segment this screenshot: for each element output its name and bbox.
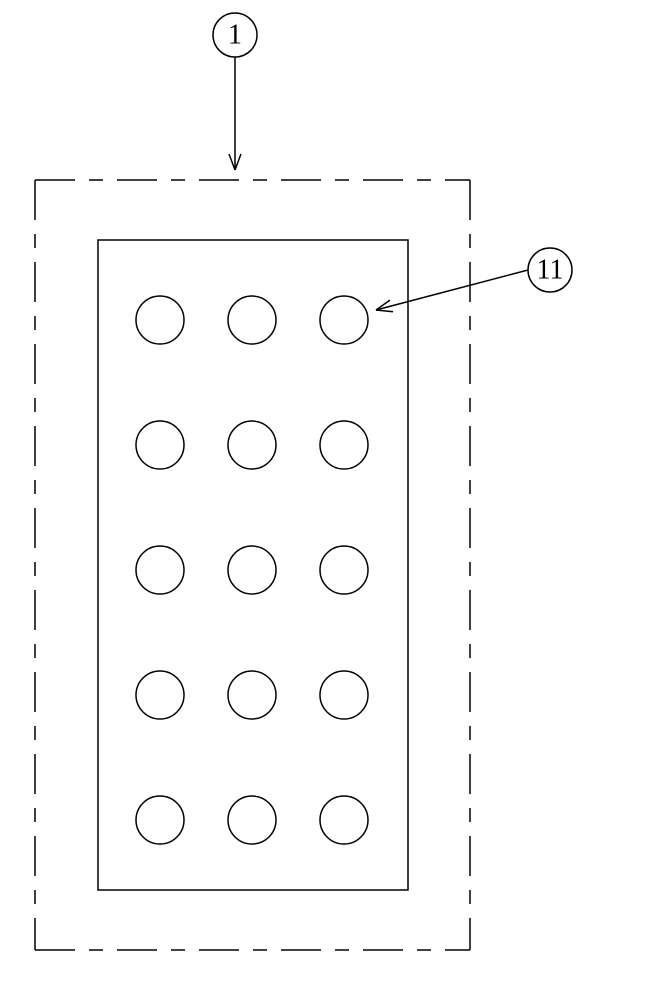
label-11-text: 11 <box>537 255 564 286</box>
hole-r0-c1 <box>228 296 276 344</box>
hole-r2-c1 <box>228 546 276 594</box>
hole-r1-c0 <box>136 421 184 469</box>
hole-r0-c2 <box>320 296 368 344</box>
hole-r3-c1 <box>228 671 276 719</box>
arrowhead <box>376 310 393 312</box>
label-11-leader <box>376 270 528 310</box>
arrowhead <box>229 154 235 170</box>
hole-r3-c2 <box>320 671 368 719</box>
hole-r2-c0 <box>136 546 184 594</box>
label-1-text: 1 <box>228 20 242 51</box>
hole-r1-c2 <box>320 421 368 469</box>
hole-r2-c2 <box>320 546 368 594</box>
hole-r4-c2 <box>320 796 368 844</box>
hole-r4-c1 <box>228 796 276 844</box>
hole-r3-c0 <box>136 671 184 719</box>
arrowhead <box>235 154 241 170</box>
hole-r1-c1 <box>228 421 276 469</box>
hole-r4-c0 <box>136 796 184 844</box>
hole-r0-c0 <box>136 296 184 344</box>
